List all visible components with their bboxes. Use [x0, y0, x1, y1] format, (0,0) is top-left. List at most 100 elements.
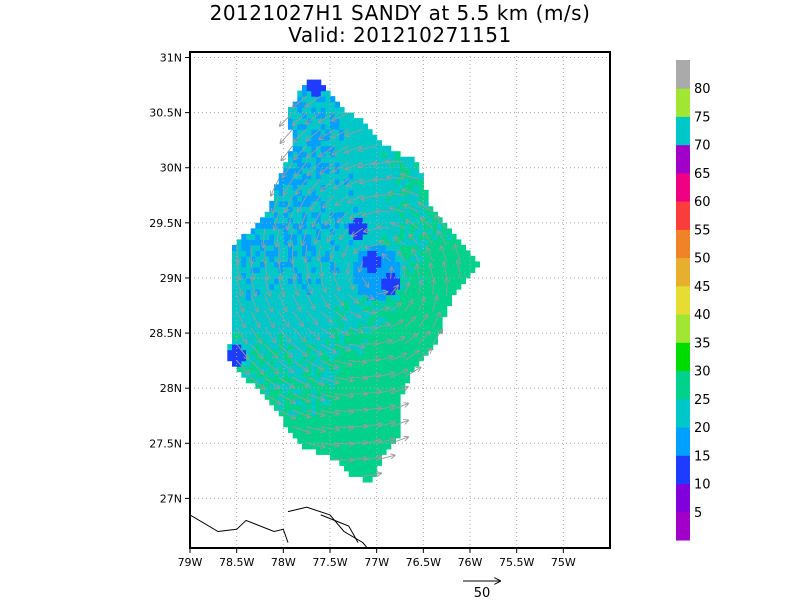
wind-speed-cell	[404, 233, 410, 240]
wind-speed-cell	[292, 338, 298, 345]
wind-speed-cell	[283, 410, 289, 417]
wind-vector	[424, 233, 434, 246]
wind-speed-cell	[432, 261, 438, 268]
wind-speed-cell	[283, 366, 289, 373]
wind-speed-cell	[367, 355, 373, 362]
wind-speed-cell	[278, 305, 284, 312]
wind-speed-cell	[372, 459, 378, 466]
wind-speed-cell	[381, 206, 387, 213]
wind-speed-cell	[446, 261, 452, 268]
wind-speed-cell	[418, 300, 424, 307]
wind-speed-cell	[381, 211, 387, 218]
wind-speed-cell	[339, 167, 345, 174]
wind-speed-cell	[274, 349, 280, 356]
wind-speed-cell	[428, 338, 434, 345]
wind-speed-cell	[297, 151, 303, 158]
wind-speed-cell	[292, 415, 298, 422]
wind-speed-cell	[316, 371, 322, 378]
wind-speed-cell	[390, 244, 396, 251]
wind-speed-cell	[334, 322, 340, 329]
wind-speed-cell	[241, 261, 247, 268]
wind-speed-cell	[316, 432, 322, 439]
wind-speed-cell	[316, 250, 322, 257]
wind-speed-cell	[264, 382, 270, 389]
wind-speed-cell	[260, 228, 266, 235]
wind-vector	[274, 211, 280, 230]
wind-speed-cell	[320, 278, 326, 285]
wind-speed-cell	[297, 156, 303, 163]
wind-vector	[390, 404, 408, 411]
wind-speed-cell	[400, 178, 406, 185]
wind-speed-cell	[236, 300, 242, 307]
wind-speed-cell	[381, 145, 387, 152]
wind-speed-cell	[395, 377, 401, 384]
wind-speed-cell	[292, 239, 298, 246]
wind-speed-cell	[311, 85, 317, 92]
wind-speed-cell	[372, 189, 378, 196]
wind-speed-cell	[297, 404, 303, 411]
wind-vectors	[236, 95, 462, 477]
wind-speed-cell	[358, 118, 364, 125]
wind-speed-cell	[381, 333, 387, 340]
wind-speed-cell	[325, 244, 331, 251]
wind-speed-cell	[278, 250, 284, 257]
wind-speed-cell	[297, 377, 303, 384]
wind-speed-cell	[409, 228, 415, 235]
wind-speed-cell	[269, 244, 275, 251]
wind-speed-cell	[400, 233, 406, 240]
wind-speed-cell	[451, 239, 457, 246]
wind-speed-cell	[302, 134, 308, 141]
wind-speed-cell	[404, 327, 410, 334]
wind-speed-cell	[376, 178, 382, 185]
wind-speed-cell	[362, 432, 368, 439]
wind-speed-cell	[316, 377, 322, 384]
wind-speed-cell	[311, 399, 317, 406]
wind-speed-cell	[260, 239, 266, 246]
wind-speed-cell	[241, 283, 247, 290]
wind-speed-cell	[278, 211, 284, 218]
wind-speed-cell	[437, 250, 443, 257]
wind-speed-cell	[278, 222, 284, 229]
wind-vector	[236, 360, 249, 375]
wind-speed-cell	[302, 250, 308, 257]
wind-speed-cell	[367, 393, 373, 400]
wind-speed-cell	[255, 333, 261, 340]
wind-speed-cell	[236, 316, 242, 323]
wind-speed-cell	[283, 167, 289, 174]
wind-speed-cell	[339, 393, 345, 400]
wind-speed-cell	[232, 344, 238, 351]
wind-speed-cell	[274, 371, 280, 378]
wind-speed-cell	[404, 167, 410, 174]
wind-speed-cell	[311, 101, 317, 108]
wind-vector	[348, 344, 365, 347]
wind-speed-cell	[423, 349, 429, 356]
wind-speed-cell	[297, 432, 303, 439]
wind-speed-cell	[292, 107, 298, 114]
wind-speed-cell	[348, 112, 354, 119]
wind-speed-cell	[241, 371, 247, 378]
wind-speed-cell	[302, 129, 308, 136]
wind-speed-cell	[395, 228, 401, 235]
wind-speed-cell	[311, 255, 317, 262]
wind-speed-cell	[395, 173, 401, 180]
wind-speed-cell	[260, 388, 266, 395]
wind-speed-cell	[297, 145, 303, 152]
wind-speed-cell	[367, 184, 373, 191]
wind-speed-cell	[334, 316, 340, 323]
wind-speed-cell	[311, 151, 317, 158]
wind-speed-cell	[395, 426, 401, 433]
wind-speed-cell	[283, 289, 289, 296]
wind-speed-cell	[376, 261, 382, 268]
wind-speed-cell	[348, 333, 354, 340]
wind-speed-cell	[283, 261, 289, 268]
wind-speed-cell	[264, 338, 270, 345]
wind-speed-cell	[376, 289, 382, 296]
wind-speed-cell	[395, 266, 401, 273]
wind-speed-cell	[292, 266, 298, 273]
wind-speed-cell	[348, 162, 354, 169]
wind-speed-cell	[460, 272, 466, 279]
wind-speed-cell	[255, 382, 261, 389]
wind-speed-cell	[288, 404, 294, 411]
wind-speed-cell	[409, 344, 415, 351]
